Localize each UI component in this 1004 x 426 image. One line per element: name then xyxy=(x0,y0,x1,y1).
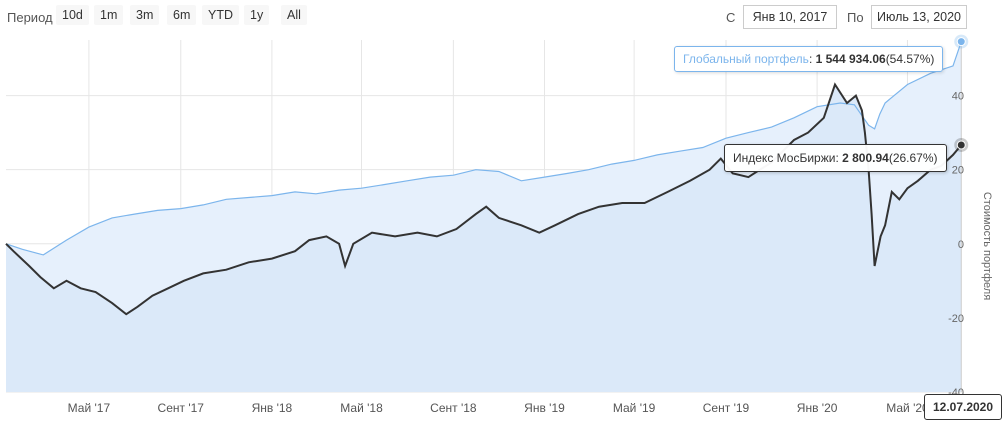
index-tooltip-name: Индекс МосБиржи xyxy=(733,151,836,165)
x-tick-label: Янв '19 xyxy=(524,401,565,415)
portfolio-line xyxy=(5,41,962,256)
to-label: По xyxy=(847,10,864,25)
x-tick-label: Сент '18 xyxy=(430,401,477,415)
x-tick-label: Май '19 xyxy=(613,401,656,415)
portfolio-tooltip-value: 1 544 934.06 xyxy=(815,52,886,66)
zoom-button-10d[interactable]: 10d xyxy=(56,5,89,25)
x-tick-label: Янв '20 xyxy=(797,401,838,415)
index-tooltip-value: 2 800.94 xyxy=(842,151,889,165)
x-tick-label: Май '20 xyxy=(886,401,929,415)
crosshair-date-label: 12.07.2020 xyxy=(924,394,1002,420)
portfolio-tooltip-name: Глобальный портфель xyxy=(683,52,809,66)
y-tick-label: 20 xyxy=(952,165,964,177)
from-date-input[interactable]: Янв 10, 2017 xyxy=(743,5,837,29)
x-tick-label: Май '18 xyxy=(340,401,383,415)
y-axis-title: Стоимость портфеля xyxy=(981,192,993,300)
y-tick-label: 0 xyxy=(958,239,964,251)
x-tick-label: Май '17 xyxy=(68,401,111,415)
zoom-button-6m[interactable]: 6m xyxy=(167,5,197,25)
range-toolbar: Период 10d 1m 3m 6m YTD 1y All С Янв 10,… xyxy=(0,0,1004,34)
series-layer xyxy=(5,34,969,392)
y-tick-label: -20 xyxy=(948,313,964,325)
index-tooltip: Индекс МосБиржи: 2 800.94(26.67%) xyxy=(724,144,947,172)
index-hover-point xyxy=(956,140,966,150)
zoom-button-3m[interactable]: 3m xyxy=(130,5,160,25)
portfolio-hover-point xyxy=(956,37,966,47)
zoom-button-all[interactable]: All xyxy=(281,5,307,25)
zoom-button-ytd[interactable]: YTD xyxy=(202,5,239,25)
to-date-input[interactable]: Июль 13, 2020 xyxy=(871,5,967,29)
period-label: Период xyxy=(7,10,53,25)
x-tick-label: Сент '17 xyxy=(158,401,205,415)
from-label: С xyxy=(726,10,736,25)
y-tick-label: 40 xyxy=(952,91,964,103)
x-tick-label: Сент '19 xyxy=(703,401,750,415)
zoom-button-1m[interactable]: 1m xyxy=(94,5,124,25)
portfolio-tooltip-pct: (54.57%) xyxy=(885,52,935,66)
x-tick-label: Янв '18 xyxy=(252,401,293,415)
index-line xyxy=(5,82,963,316)
zoom-button-1y[interactable]: 1y xyxy=(244,5,270,25)
index-tooltip-pct: (26.67%) xyxy=(888,151,938,165)
portfolio-tooltip: Глобальный портфель: 1 544 934.06(54.57%… xyxy=(674,46,944,72)
